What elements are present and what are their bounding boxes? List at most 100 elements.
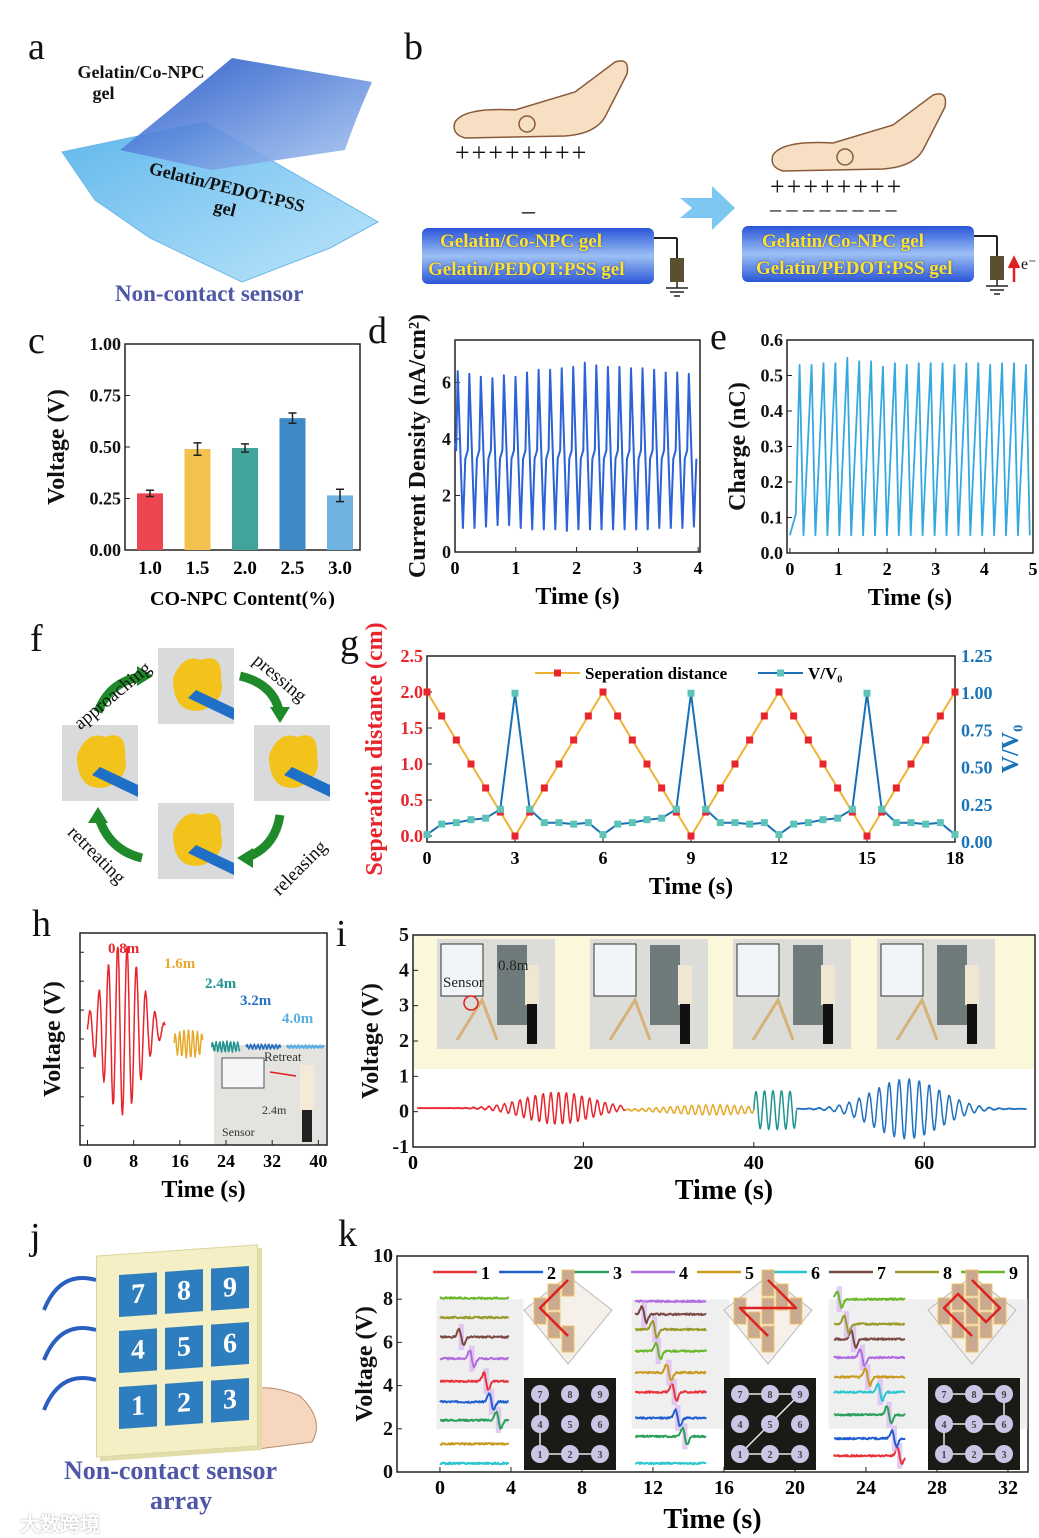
i-inset-photo-2 [590, 939, 708, 1049]
key-number: 3 [598, 1450, 603, 1461]
arrowhead-icon [137, 666, 153, 686]
trace-channel-5 [833, 1367, 906, 1387]
data-point [643, 760, 651, 768]
y-tick-label: 1.5 [401, 718, 424, 738]
stand [751, 996, 795, 1041]
x-tick-label: 8 [129, 1151, 138, 1171]
trace-channel-9 [634, 1342, 708, 1360]
co-npc-layer-right: Gelatin/Co-NPC gel [762, 231, 925, 252]
x-axis-label: Time (s) [649, 874, 733, 900]
stand [895, 996, 939, 1041]
right-tick-label: 0.75 [961, 720, 993, 740]
panel-label-c: c [28, 320, 45, 362]
bar3d-inset-2 [723, 1269, 813, 1365]
legend-label: 4 [679, 1263, 688, 1283]
key-dot [935, 1385, 953, 1403]
array-caption-line2: array [150, 1486, 213, 1515]
x-tick-label: 20 [785, 1477, 805, 1499]
sensor-highlight-circle [463, 995, 479, 1011]
signal-segment-4 [795, 1078, 1027, 1140]
y-tick-label: 0.5 [761, 366, 784, 386]
key-number: 1 [942, 1450, 947, 1461]
data-point [907, 760, 915, 768]
x-tick-label: 1.0 [138, 558, 162, 579]
trace-channel-2 [439, 1392, 510, 1411]
negative-charge-left: – [522, 196, 535, 225]
pedot-layer-left: Gelatin/PEDOT:PSS gel [428, 259, 625, 280]
x-tick-label: 3 [511, 848, 520, 868]
key-dot [995, 1445, 1013, 1463]
trace-channel-5 [634, 1363, 707, 1382]
wire [42, 1276, 97, 1311]
bar3d-inset-1 [523, 1269, 613, 1365]
key-9: 9 [211, 1265, 249, 1311]
photo-approaching [158, 648, 234, 724]
panel-label-a: a [28, 26, 45, 68]
y-tick-label: 0.00 [90, 540, 122, 560]
gel-stack-right [742, 226, 974, 282]
x-tick-label: 32 [998, 1477, 1018, 1499]
bar-3.0 [327, 495, 353, 550]
negative-charges-right: – – – – – – – – [770, 196, 897, 221]
y-tick-label: 0.1 [761, 508, 784, 528]
y-tick-label: 0.4 [761, 401, 784, 421]
screen [440, 943, 484, 997]
bar3d-column [789, 1297, 803, 1325]
x-tick-label: 24 [217, 1151, 235, 1171]
x-tick-label: 9 [687, 848, 696, 868]
x-tick-label: 0 [451, 558, 460, 578]
panel-label-b: b [404, 26, 423, 68]
key-number: 1 [538, 1450, 543, 1461]
key-number: 5 [768, 1420, 773, 1431]
x-tick-label: 15 [858, 848, 876, 868]
hand-left [453, 60, 629, 139]
y-tick-label: 0 [383, 1461, 393, 1483]
stand [608, 996, 652, 1041]
trace-channel-7 [833, 1329, 906, 1349]
key-number: 6 [598, 1420, 603, 1431]
key-number: 6 [798, 1420, 803, 1431]
key-6: 6 [211, 1321, 249, 1367]
legend-label: 2 [547, 1263, 556, 1283]
panel-label-j: j [30, 1216, 41, 1258]
x-tick-label: 1.5 [186, 558, 210, 579]
data-point [687, 832, 695, 840]
x-tick-label: 60 [914, 1152, 934, 1174]
data-point [702, 805, 710, 813]
y-tick-label: 0.25 [90, 489, 122, 509]
panel-label-h: h [32, 903, 51, 945]
series-line-1 [426, 692, 956, 836]
data-point [584, 819, 592, 827]
key-dot [791, 1385, 809, 1403]
signal-4.0m [286, 1044, 325, 1050]
data-point [511, 689, 519, 697]
person [965, 965, 979, 1005]
y-tick-label: 8 [383, 1288, 393, 1310]
bar3d-column [561, 1325, 575, 1353]
y-tick-label: 4 [442, 429, 451, 449]
signal-segment-1 [416, 1091, 627, 1125]
key-number: 7 [942, 1390, 947, 1401]
data-point [746, 736, 754, 744]
y-axis-label: Voltage (V) [40, 981, 66, 1097]
screen [221, 1057, 265, 1089]
knuckle [518, 115, 536, 133]
key-dot [995, 1415, 1013, 1433]
data-point [570, 736, 578, 744]
person [678, 965, 692, 1005]
trace-channel-2 [634, 1408, 707, 1427]
legend-label: V/V₀ [808, 664, 842, 683]
i-inset-sensor: Sensor [443, 975, 484, 991]
y-axis-label: Seperation distance (cm) [362, 622, 388, 875]
current-density-line [454, 361, 698, 532]
chart-g: 0.0 0.5 1.0 1.5 2.0 2.5 0 3 6 9 12 15 18 Time (s) Sepe… [362, 622, 1024, 900]
data-point [716, 784, 724, 792]
key-dot [591, 1385, 609, 1403]
trace-channel-4 [439, 1349, 510, 1369]
key-number: 5 [568, 1420, 573, 1431]
x-tick-label: 12 [770, 848, 788, 868]
key-dot [591, 1445, 609, 1463]
i-inset-photo-1 [437, 939, 555, 1049]
